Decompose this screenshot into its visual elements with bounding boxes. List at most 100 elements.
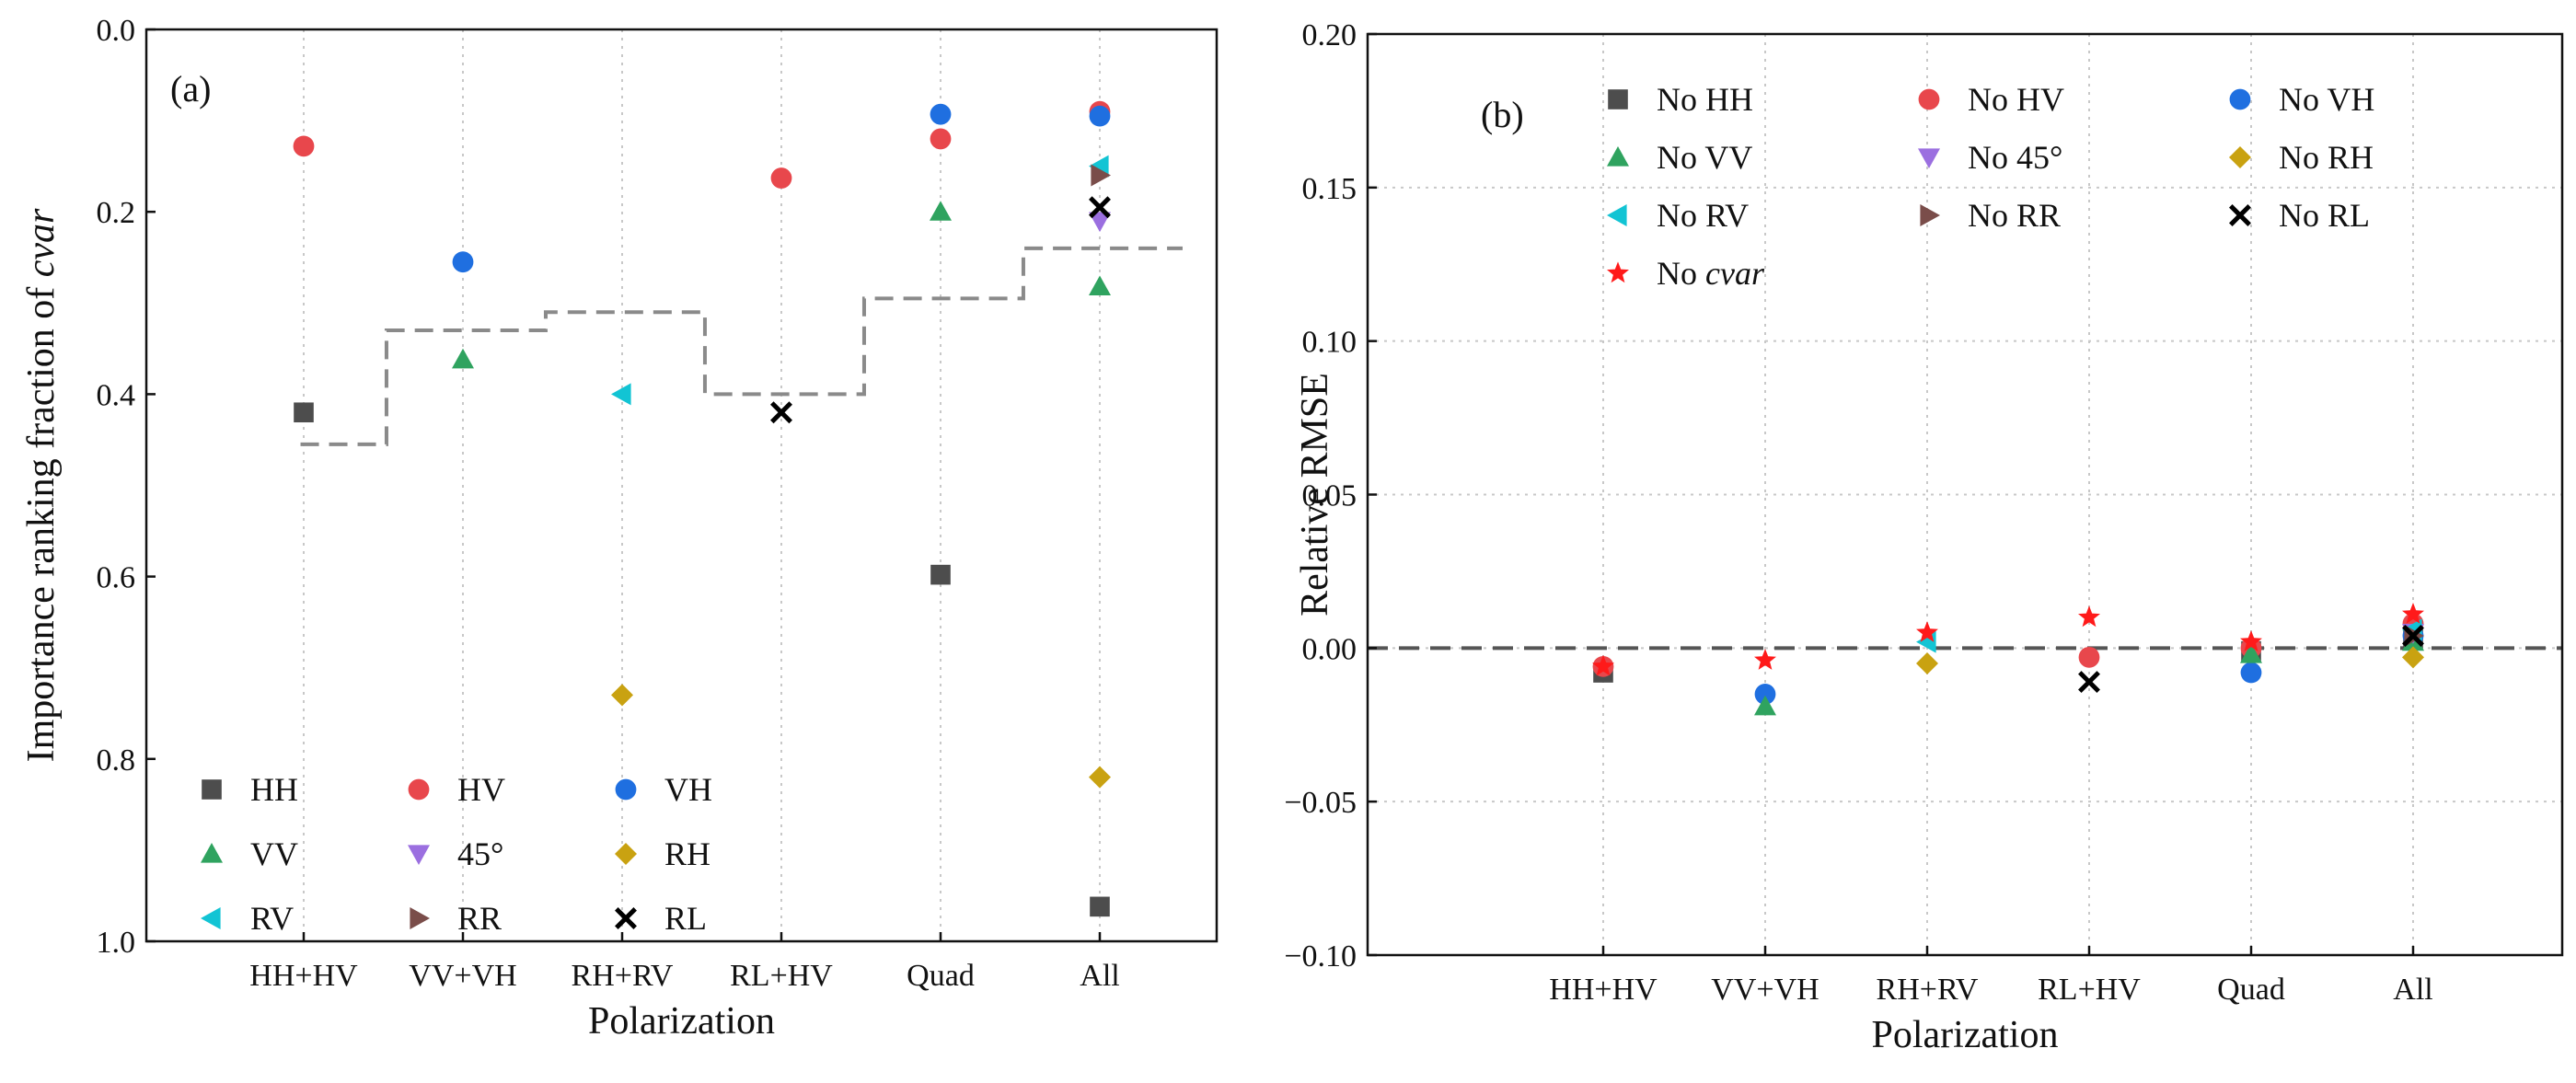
point-rl-rl-hv: [770, 401, 792, 424]
x-axis-label: Polarization: [588, 1000, 775, 1043]
data-points: [293, 100, 1111, 917]
point-hv-rl-hv: [770, 167, 792, 189]
legend-label-no-rr: No RR: [1968, 197, 2061, 234]
legend-label-no-hv: No HV: [1968, 81, 2064, 118]
point-no-hv-rl-hv: [2078, 646, 2100, 668]
legend-label-rl: RL: [664, 900, 707, 937]
y-tick-label: 0.10: [1302, 326, 1357, 360]
x-tick-label-all: All: [2393, 973, 2432, 1007]
y-tick-label: −0.10: [1284, 939, 1357, 974]
point-rr-all: [1091, 164, 1111, 187]
legend-label-no-rh: No RH: [2279, 139, 2374, 176]
point-rl-all: [1089, 196, 1111, 219]
y-tick-label: 0.05: [1302, 479, 1357, 513]
y-tick-label: 0.4: [97, 378, 136, 412]
y-tick-label: 0.00: [1302, 632, 1357, 666]
legend-marker-no-rl: [2229, 204, 2251, 226]
grid: [1368, 33, 2562, 956]
legend-marker-rh: [615, 843, 637, 865]
legend-label-vv: VV: [250, 835, 298, 872]
legend-marker-vh: [615, 778, 637, 801]
legend-marker-no-rh: [2229, 146, 2251, 168]
legend-marker-rl: [615, 907, 637, 929]
y-axis-label-part-0: Importance ranking fraction of: [20, 277, 63, 762]
legend-label-rv: RV: [250, 900, 294, 937]
point-hh-all: [1090, 896, 1110, 917]
point-no-rl-all: [2402, 625, 2424, 647]
point-no-cvar-vv-vh: [1754, 649, 1776, 670]
step-line: [300, 246, 1183, 446]
point-no-rl-rl-hv: [2078, 671, 2100, 694]
x-tick-label-vv-vh: VV+VH: [409, 959, 516, 993]
x-tick-label-all: All: [1080, 959, 1119, 993]
point-no-cvar-quad: [2240, 630, 2262, 651]
legend-label-45deg: 45°: [457, 835, 503, 872]
point-vv-quad: [930, 201, 952, 221]
point-no-cvar-hh-hv: [1592, 654, 1614, 676]
legend: HH HV VH VV 45° RH RV RR RL: [201, 771, 712, 937]
point-vh-vv-vh: [452, 251, 474, 273]
legend-marker-rr: [410, 907, 430, 929]
legend-label-no-rl: No RL: [2279, 197, 2370, 234]
y-tick-label: 0.2: [97, 196, 136, 230]
legend-label-no-rv: No RV: [1657, 197, 1749, 234]
panel-label: (a): [170, 68, 211, 109]
point-no-rh-rh-rv: [1916, 652, 1938, 675]
legend-label-rr: RR: [457, 900, 502, 937]
panel-label: (b): [1481, 94, 1524, 135]
y-tick-label: 0.8: [97, 743, 136, 778]
x-tick-label-hh-hv: HH+HV: [249, 959, 358, 993]
point-45deg-all: [1089, 212, 1111, 233]
point-no-cvar-rh-rv: [1916, 621, 1938, 642]
point-hv-hh-hv: [293, 135, 315, 157]
point-no-vh-vv-vh: [1754, 683, 1776, 705]
point-no-cvar-rl-hv: [2078, 605, 2100, 628]
y-tick-label: 1.0: [97, 926, 136, 960]
point-hv-quad: [930, 128, 952, 150]
x-tick-label-rl-hv: RL+HV: [730, 959, 833, 993]
point-no-vv-vv-vh: [1754, 695, 1776, 716]
point-no-cvar-all: [2402, 603, 2424, 624]
point-no-rh-all: [2402, 646, 2424, 669]
legend-label-rh: RH: [664, 835, 710, 872]
x-axis-label: Polarization: [1872, 1014, 2059, 1056]
point-hh-quad: [930, 564, 951, 585]
y-axis-label: Importance ranking fraction of cvar: [20, 208, 63, 762]
data-points: [1592, 603, 2424, 716]
point-rh-rh-rv: [611, 684, 633, 707]
legend-label-vh: VH: [664, 771, 712, 808]
point-rv-rh-rv: [611, 383, 631, 406]
legend-marker-no-hv: [1918, 88, 1940, 110]
legend-marker-hv: [408, 778, 430, 801]
legend-label-no-cvar: No cvar: [1657, 255, 1765, 292]
legend-marker-no-vh: [2229, 88, 2251, 110]
point-no-vh-quad: [2240, 662, 2262, 684]
legend-marker-no-vv: [1607, 146, 1629, 167]
x-tick-label-rl-hv: RL+HV: [2038, 973, 2141, 1007]
x-tick-label-vv-vh: VV+VH: [1711, 973, 1819, 1007]
x-tick-label-rh-rv: RH+RV: [572, 959, 674, 993]
legend-label-no-vh: No VH: [2279, 81, 2374, 118]
y-axis-label-part-1: cvar: [20, 208, 63, 277]
legend-label-no-cvar-part-1: cvar: [1705, 255, 1765, 292]
point-hh-hh-hv: [294, 402, 314, 423]
point-vv-vv-vh: [452, 348, 474, 369]
y-tick-label: −0.05: [1284, 786, 1357, 820]
x-tick-label-rh-rv: RH+RV: [1877, 973, 1979, 1007]
panel-b: 0.20 0.15 0.10 0.05 0.00 −0.05 −0.10 HH+HV VV+VH…: [1284, 18, 2564, 1056]
point-vv-all: [1089, 275, 1111, 296]
legend-marker-no-45deg: [1918, 148, 1940, 168]
legend-marker-no-hh: [1608, 89, 1628, 109]
legend-label-no-hh: No HH: [1657, 81, 1753, 118]
panel-a: 0.0 0.2 0.4 0.6 0.8 1.0 HH+HV VV+VH RH+RV RL+HV Qu…: [20, 14, 1219, 1043]
point-vh-quad: [930, 103, 952, 125]
legend-marker-no-cvar: [1607, 261, 1629, 283]
x-tick-label-quad: Quad: [907, 959, 975, 993]
y-tick-label: 0.0: [97, 14, 136, 48]
legend-marker-no-rv: [1607, 204, 1627, 226]
x-tick-label-hh-hv: HH+HV: [1549, 973, 1658, 1007]
legend-label-no-cvar-part-0: No: [1657, 255, 1705, 292]
grid: [303, 29, 1101, 941]
y-tick-label: 0.20: [1302, 18, 1357, 52]
